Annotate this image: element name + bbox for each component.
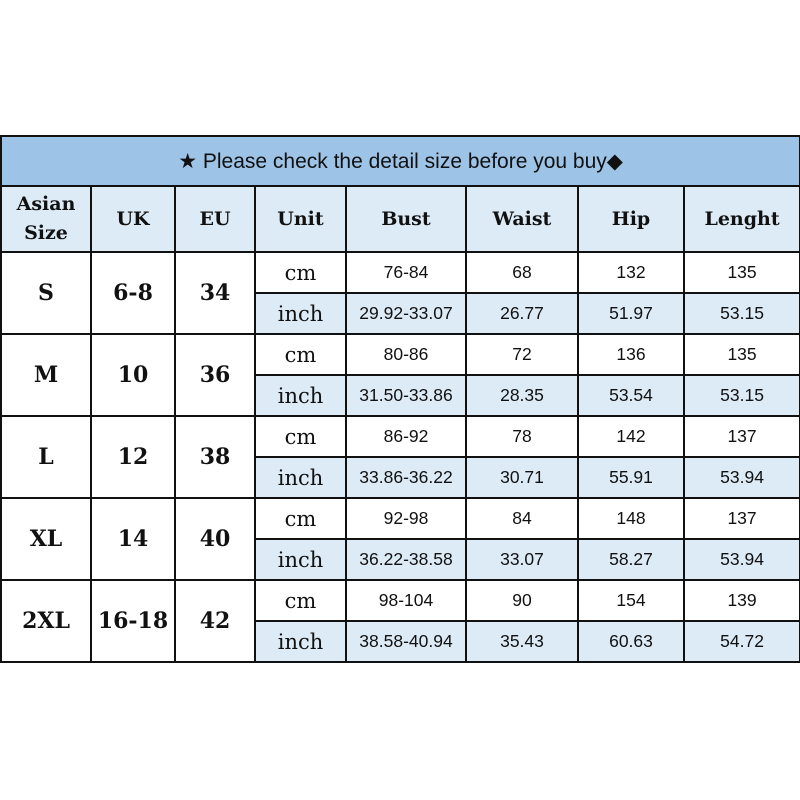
length-cell: 137 [682,497,800,540]
hip-cell: 142 [577,415,685,458]
unit-cell: inch [254,456,347,499]
bust-cell: 92-98 [345,497,467,540]
unit-cell: inch [254,620,347,663]
waist-cell: 33.07 [465,538,579,581]
unit-cell: cm [254,579,347,622]
asian-size-cell: L [0,415,92,499]
bust-cell: 38.58-40.94 [345,620,467,663]
bust-cell: 36.22-38.58 [345,538,467,581]
waist-cell: 68 [465,251,579,294]
waist-cell: 30.71 [465,456,579,499]
hip-cell: 154 [577,579,685,622]
waist-cell: 84 [465,497,579,540]
unit-cell: cm [254,415,347,458]
size-chart-table: ★ Please check the detail size before yo… [0,135,800,663]
table-row-2XL-inch: inch 38.58-40.94 35.43 60.63 54.72 [1,620,800,663]
waist-cell: 28.35 [465,374,579,417]
hip-cell: 60.63 [577,620,685,663]
length-cell: 53.94 [682,456,800,499]
hip-cell: 136 [577,333,685,376]
hip-cell: 55.91 [577,456,685,499]
hip-cell: 58.27 [577,538,685,581]
unit-cell: inch [254,292,347,335]
table-row-S-inch: inch 29.92-33.07 26.77 51.97 53.15 [1,292,800,335]
waist-cell: 78 [465,415,579,458]
table-row-L-inch: inch 33.86-36.22 30.71 55.91 53.94 [1,456,800,499]
asian-size-cell: M [0,333,92,417]
table-row-XL-cm: XL 14 40 cm 92-98 84 148 137 [0,497,800,581]
length-cell: 54.72 [682,620,800,663]
table-title: ★ Please check the detail size before yo… [0,135,800,187]
eu-size-cell: 38 [174,415,256,499]
hip-cell: 53.54 [577,374,685,417]
header-hip: Hip [577,185,685,253]
uk-size-cell: 14 [90,497,176,581]
header-asian-size: Asian Size [0,185,92,253]
bust-cell: 76-84 [345,251,467,294]
hip-cell: 148 [577,497,685,540]
bust-cell: 80-86 [345,333,467,376]
length-cell: 53.94 [682,538,800,581]
length-cell: 53.15 [682,374,800,417]
asian-size-cell: XL [0,497,92,581]
bust-cell: 31.50-33.86 [345,374,467,417]
length-cell: 53.15 [682,292,800,335]
uk-size-cell: 6-8 [90,251,176,335]
hip-cell: 132 [577,251,685,294]
hip-cell: 51.97 [577,292,685,335]
eu-size-cell: 34 [174,251,256,335]
header-bust: Bust [345,185,467,253]
unit-cell: inch [254,374,347,417]
bust-cell: 98-104 [345,579,467,622]
header-unit: Unit [254,185,347,253]
length-cell: 137 [682,415,800,458]
header-uk: UK [90,185,176,253]
waist-cell: 35.43 [465,620,579,663]
header-waist: Waist [465,185,579,253]
header-length: Lenght [682,185,800,253]
table-row-M-cm: M 10 36 cm 80-86 72 136 135 [0,333,800,417]
waist-cell: 26.77 [465,292,579,335]
unit-cell: cm [254,251,347,294]
bust-cell: 86-92 [345,415,467,458]
eu-size-cell: 36 [174,333,256,417]
table-row-S-cm: S 6-8 34 cm 76-84 68 132 135 [0,251,800,335]
unit-cell: inch [254,538,347,581]
table-row-M-inch: inch 31.50-33.86 28.35 53.54 53.15 [1,374,800,417]
eu-size-cell: 42 [174,579,256,663]
bust-cell: 33.86-36.22 [345,456,467,499]
waist-cell: 90 [465,579,579,622]
asian-size-cell: 2XL [0,579,92,663]
eu-size-cell: 40 [174,497,256,581]
waist-cell: 72 [465,333,579,376]
header-row: Asian Size UK EU Unit Bust Waist Hip Leng… [0,185,800,253]
asian-size-cell: S [0,251,92,335]
length-cell: 135 [682,333,800,376]
bust-cell: 29.92-33.07 [345,292,467,335]
unit-cell: cm [254,497,347,540]
table-row-2XL-cm: 2XL 16-18 42 cm 98-104 90 154 139 [0,579,800,663]
table-row-XL-inch: inch 36.22-38.58 33.07 58.27 53.94 [1,538,800,581]
uk-size-cell: 12 [90,415,176,499]
header-eu: EU [174,185,256,253]
uk-size-cell: 10 [90,333,176,417]
uk-size-cell: 16-18 [90,579,176,663]
length-cell: 139 [682,579,800,622]
unit-cell: cm [254,333,347,376]
length-cell: 135 [682,251,800,294]
table-row-L-cm: L 12 38 cm 86-92 78 142 137 [0,415,800,499]
